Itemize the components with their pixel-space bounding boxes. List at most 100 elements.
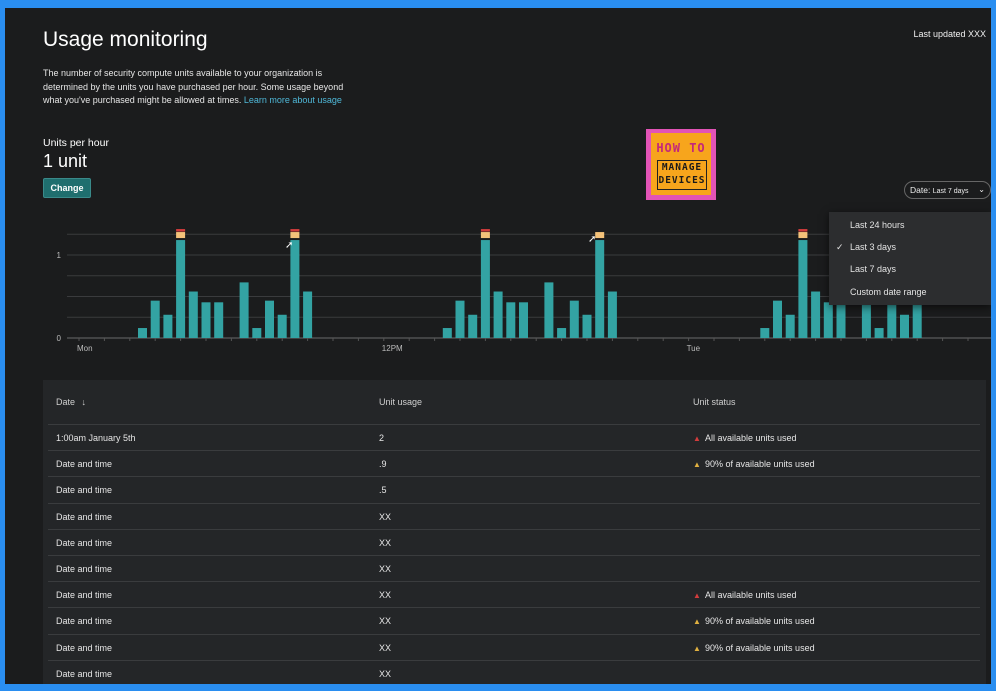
chart-bar [201, 302, 211, 338]
menu-item-label: Last 24 hours [850, 220, 905, 230]
chart-bar-marker [798, 232, 808, 239]
cell-date: Date and time [56, 642, 113, 653]
warning-icon: ▲ [693, 643, 701, 653]
chart-bar [303, 291, 313, 338]
table-row[interactable]: Date and time .9 ▲ 90% of available units u… [48, 450, 980, 477]
cell-date: Date and time [56, 616, 113, 627]
table-row[interactable]: Date and time .5 [48, 476, 980, 503]
learn-more-link[interactable]: Learn more about usage [243, 95, 342, 105]
chart-bar [861, 282, 871, 338]
table-row[interactable]: Date and time XX ▲ 90% of available units u… [48, 607, 980, 634]
cell-unit-status-label: 90% of available units used [705, 642, 815, 653]
date-filter-label: Date: [910, 185, 931, 195]
column-header-unit-status[interactable]: Unit status [693, 397, 736, 407]
chart-bar-marker [290, 232, 300, 239]
mouse-cursor-icon: ➚ [285, 240, 294, 251]
cell-unit-status: ▲ All available units used [693, 433, 797, 443]
chart-bar [176, 240, 186, 338]
date-filter-menu: Last 24 hours ✓ Last 3 days Last 7 days … [829, 212, 991, 305]
warning-icon: ▲ [693, 617, 701, 627]
cell-unit-status: ▲ 90% of available units used [693, 616, 815, 626]
chart-bar [265, 300, 274, 338]
chevron-down-icon: ⌄ [978, 185, 985, 194]
chart-bar-alert [480, 229, 490, 232]
units-per-hour-value: 1 unit [43, 151, 88, 171]
chart-bar [214, 302, 224, 338]
chart-bar [773, 300, 782, 338]
warning-icon: ▲ [693, 460, 701, 470]
chart-bar [519, 302, 528, 338]
chart-bar [252, 328, 262, 338]
usage-table: Date ↓ Unit usage Unit status 1:00am Jan… [43, 380, 986, 684]
chart-bar [798, 240, 808, 338]
x-tick-label: Tue [687, 344, 701, 353]
menu-item-last-3-days[interactable]: ✓ Last 3 days [829, 236, 991, 258]
usage-bar-chart: 01Mon12PMTue12PMWed12PM [57, 229, 991, 353]
chart-bar [557, 328, 567, 338]
logo-text-line3: DEVICES [658, 175, 706, 186]
menu-item-last-24-hours[interactable]: Last 24 hours [829, 214, 991, 236]
logo-text-line2: MANAGE [661, 162, 703, 173]
chart-bar [887, 300, 897, 338]
cell-date: Date and time [56, 459, 113, 470]
checkmark-icon: ✓ [836, 242, 844, 252]
chart-bar [290, 240, 300, 338]
chart-bar-alert [798, 229, 808, 232]
menu-item-last-7-days[interactable]: Last 7 days [829, 258, 991, 280]
chart-bar [506, 302, 516, 338]
x-tick-label: Mon [77, 344, 93, 353]
chart-bar [150, 300, 160, 338]
chart-bar [900, 314, 909, 338]
logo-text-line1: HOW TO [656, 141, 706, 155]
menu-item-custom-date-range[interactable]: Custom date range [829, 281, 991, 303]
chart-bar [442, 328, 452, 338]
chart-bar [468, 314, 478, 338]
chart-bar [569, 300, 579, 338]
table-row[interactable]: Date and time XX [48, 502, 980, 530]
chart-bar [607, 291, 617, 338]
table-row[interactable]: Date and time XX ▲ All available units used [48, 581, 980, 608]
chart-bar-marker [480, 232, 490, 239]
alert-icon: ▲ [693, 591, 701, 601]
chart-bar [455, 300, 465, 338]
chart-bar [163, 314, 173, 338]
cell-unit-usage: 2 [379, 433, 385, 443]
chart-bar [836, 302, 846, 338]
menu-item-label: Custom date range [850, 287, 927, 297]
cell-date: Date and time [56, 485, 113, 496]
logo-box: MANAGE DEVICES [657, 160, 707, 190]
cell-unit-status: ▲ 90% of available units used [693, 459, 815, 469]
chart-bar [823, 302, 833, 338]
table-row[interactable]: Date and time XX ▲ 90% of available units u… [48, 633, 980, 661]
cell-unit-usage: XX [379, 590, 392, 601]
last-updated-text: Last updated XXX [913, 29, 986, 39]
chart-bar [760, 328, 770, 338]
table-row[interactable]: Date and time XX [48, 659, 980, 684]
cell-date: 1:00am January 5th [56, 433, 136, 443]
cell-date: Date and time [56, 511, 113, 522]
x-tick-label: 12PM [382, 344, 403, 353]
logo-background: HOW TO MANAGE DEVICES [651, 133, 711, 195]
chart-bar-alert [176, 229, 186, 232]
chart-bar-marker [595, 232, 605, 239]
description-body: The number of security compute units ava… [43, 68, 344, 105]
chart-bar [874, 328, 884, 338]
cell-date: Date and time [56, 668, 113, 679]
cell-unit-status-label: All available units used [705, 590, 797, 601]
units-per-hour-label: Units per hour [43, 137, 109, 149]
cell-date: Date and time [56, 537, 113, 548]
cell-unit-status-label: All available units used [705, 433, 797, 443]
cell-unit-status: ▲ 90% of available units used [693, 643, 815, 653]
mouse-cursor-icon: ➚ [588, 234, 597, 245]
table-row[interactable]: Date and time XX [48, 555, 980, 582]
date-filter-dropdown[interactable]: Date: Last 7 days ⌄ [904, 181, 991, 199]
chart-bar [277, 314, 287, 338]
column-header-unit-usage[interactable]: Unit usage [379, 397, 423, 407]
change-button[interactable]: Change [43, 178, 91, 198]
table-row[interactable]: 1:00am January 5th 2 ▲ All available units … [48, 424, 980, 451]
chart-bar [582, 314, 592, 338]
cell-date: Date and time [56, 590, 113, 601]
table-row[interactable]: Date and time XX [48, 528, 980, 556]
cell-unit-usage: XX [379, 511, 392, 522]
column-header-date[interactable]: Date ↓ [56, 395, 86, 409]
